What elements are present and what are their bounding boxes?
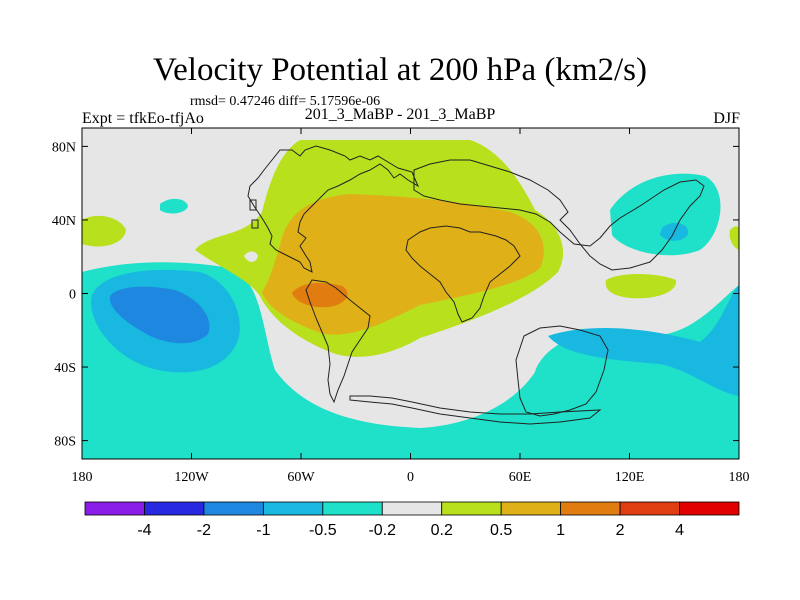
colorbar-swatch — [322, 501, 383, 516]
cyan-region-southern — [82, 262, 739, 459]
coastlines — [247, 145, 705, 425]
x-tick-label: 180 — [729, 470, 750, 485]
y-tick-label: 0 — [69, 288, 76, 303]
x-tick-label: 60W — [287, 470, 315, 485]
colorbar-swatch — [203, 501, 264, 516]
colorbar-label: 4 — [675, 522, 684, 539]
x-axis-ticks: 180 120W 60W 0 60E 120E 180 — [72, 128, 750, 485]
colorbar-label: -0.2 — [368, 522, 396, 539]
colorbar-swatch — [262, 501, 324, 516]
darkorange-core — [292, 282, 348, 308]
cyan-region-pacific-north — [610, 173, 721, 256]
x-tick-label: 120E — [615, 470, 645, 485]
x-tick-label: 0 — [407, 470, 414, 485]
case-label: 201_3_MaBP - 201_3_MaBP — [304, 106, 496, 123]
neutral-spot — [244, 251, 258, 262]
x-tick-label: 60E — [509, 470, 532, 485]
green-region-west-atlantic — [82, 215, 126, 247]
colorbar-label: 2 — [616, 522, 625, 539]
blue-region-west-pacific — [548, 286, 739, 396]
darkblue-core-east-pacific — [109, 286, 210, 344]
colorbar-swatch — [560, 501, 621, 516]
colorbar-label: -0.5 — [309, 522, 337, 539]
x-tick-label: 180 — [72, 470, 93, 485]
colorbar-swatch — [84, 501, 145, 516]
y-tick-label: 40N — [52, 214, 76, 229]
season-label: DJF — [713, 110, 740, 127]
colorbar-label: 0.2 — [431, 522, 453, 539]
colorbar-swatch — [500, 501, 562, 516]
chart-title: Velocity Potential at 200 hPa (km2/s) — [152, 52, 648, 88]
colorbar-label: 1 — [556, 522, 565, 539]
colorbar-swatch — [441, 501, 502, 516]
y-tick-label: 80N — [52, 140, 76, 155]
x-tick-label: 120W — [174, 470, 209, 485]
colorbar-label: -4 — [137, 522, 151, 539]
cyan-spot-pacific — [160, 198, 188, 214]
green-region-dateline — [729, 226, 739, 250]
y-tick-label: 80S — [54, 435, 76, 450]
colorbar-label: -1 — [256, 522, 270, 539]
colorbar-label: -2 — [197, 522, 211, 539]
colorbar-swatch — [679, 501, 740, 516]
colorbar-swatch — [144, 501, 205, 516]
y-axis-ticks: 80N 40N 0 40S 80S — [52, 140, 739, 450]
colorbar-swatch — [619, 501, 680, 516]
green-region-east-pacific-east — [605, 274, 677, 299]
experiment-label: Expt = tfkEo-tfjAo — [82, 110, 204, 127]
colorbar: -4 -2 -1 -0.5 -0.2 0.2 0.5 1 2 4 — [84, 501, 740, 539]
map-field — [82, 128, 739, 459]
stats-label: rmsd= 0.47246 diff= 5.17596e-06 — [190, 94, 381, 109]
colorbar-label: 0.5 — [490, 522, 512, 539]
y-tick-label: 40S — [54, 361, 76, 376]
colorbar-swatch — [381, 501, 443, 516]
